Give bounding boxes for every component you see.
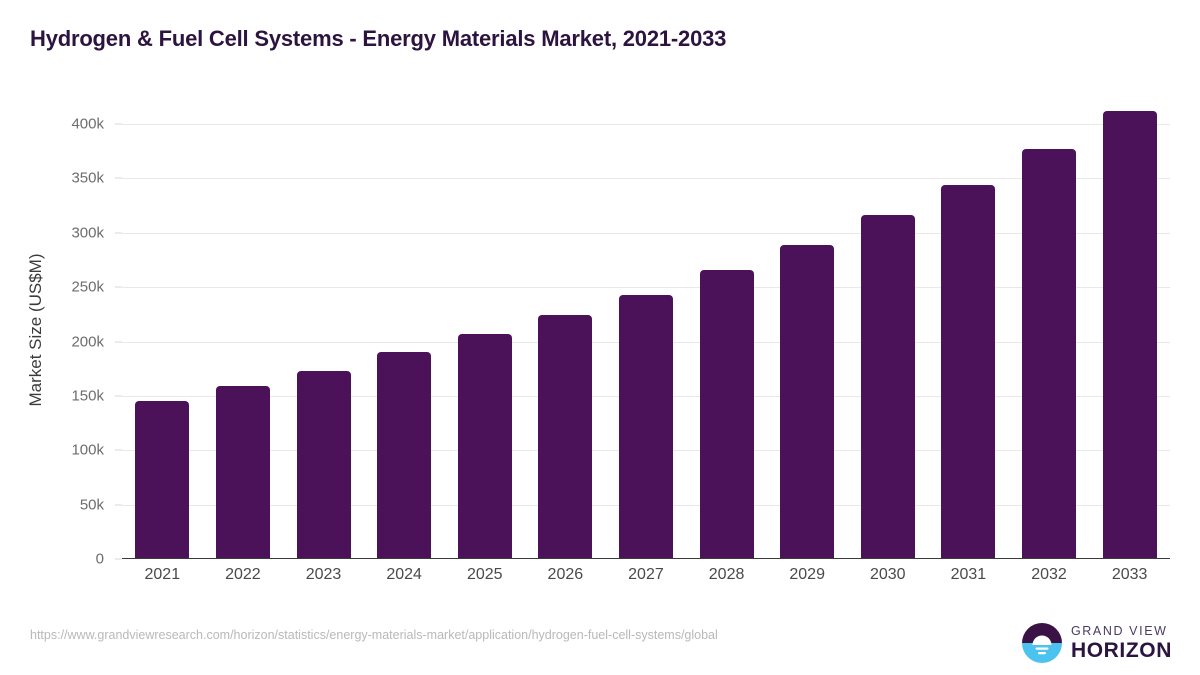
bar-slot [928,100,1009,559]
x-axis-tick-label: 2032 [1031,566,1067,583]
logo-top-label: GRAND VIEW [1070,623,1168,638]
bar[interactable] [618,294,673,559]
bar[interactable] [215,386,270,559]
horizon-sun-logo-icon [1021,623,1062,663]
bar[interactable] [860,215,915,559]
y-axis-ticks: 0 50k 100k 150k 200k 250k 300k 350k 400k [0,100,122,568]
y-axis-tick-label: 150k [71,387,104,405]
bar[interactable] [135,401,190,559]
bar[interactable] [1102,110,1157,559]
gridline [122,178,1170,180]
bar-slot [364,100,445,559]
bar[interactable] [538,315,593,559]
bar[interactable] [377,352,432,559]
y-axis-tick-label: 300k [71,224,104,242]
bar-slot [444,100,525,559]
bar-slot [1089,100,1170,559]
x-axis-tick-label: 2026 [547,566,584,583]
x-axis-ticks: 2021 2022 2023 2024 2025 2026 2027 2028 2029 2030… [122,566,1170,596]
y-axis-tick-label: 400k [71,115,104,133]
y-axis-tick-mark [115,558,122,560]
y-axis-tick-label: 350k [71,169,104,187]
bar-slot [847,100,928,559]
y-axis-tick-mark [115,232,122,234]
y-axis-tick-mark [115,123,122,125]
x-axis-tick-label: 2027 [628,566,664,583]
y-axis-tick-mark [115,286,122,288]
brand-logo: GRAND VIEW HORIZON [1021,620,1172,666]
page-title: Hydrogen & Fuel Cell Systems - Energy Ma… [30,26,727,51]
logo-bottom-label: HORIZON [1070,639,1172,663]
x-axis-tick-label: 2031 [950,566,987,583]
gridline [122,287,1170,289]
bar[interactable] [699,269,754,559]
bar[interactable] [780,244,835,559]
bar[interactable] [457,333,512,559]
y-axis-tick-label: 0 [95,550,104,568]
bar-slot [203,100,284,559]
y-axis-tick-mark [115,504,122,506]
bar[interactable] [1022,149,1076,559]
bar[interactable] [941,184,996,559]
bar-slot [525,100,606,559]
bar-slot [767,100,848,559]
y-axis-tick-mark [115,177,122,179]
x-axis-tick-label: 2025 [466,566,503,583]
x-axis-tick-label: 2029 [789,566,825,583]
x-axis-tick-label: 2022 [225,566,261,583]
y-axis-tick-label: 250k [71,278,104,296]
x-axis-tick-label: 2023 [305,566,342,583]
logo-text: GRAND VIEW HORIZON [1071,625,1172,662]
y-axis-tick-mark [115,395,122,397]
bar-slot [122,100,203,559]
y-axis-tick-mark [115,341,122,342]
bar-series [122,100,1170,559]
gridline [122,124,1170,125]
x-axis-tick-label: 2024 [386,566,422,583]
source-url: https://www.grandviewresearch.com/horizo… [30,628,718,642]
bar-slot [606,100,687,559]
y-axis-tick-label: 200k [71,333,104,350]
x-axis-line [122,557,1170,559]
x-axis-tick-label: 2033 [1111,566,1148,583]
y-axis-tick-label: 50k [79,496,104,514]
bar[interactable] [296,370,351,559]
bar-slot [1009,100,1090,559]
y-axis-tick-mark [115,449,122,451]
gridline [122,232,1170,234]
bar-slot [686,100,767,559]
x-axis-tick-label: 2028 [708,566,745,583]
bar-slot [283,100,364,559]
y-axis-tick-label: 100k [71,441,104,459]
x-axis-tick-label: 2021 [144,566,181,583]
x-axis-tick-label: 2030 [869,566,906,583]
plot-area [122,100,1170,559]
